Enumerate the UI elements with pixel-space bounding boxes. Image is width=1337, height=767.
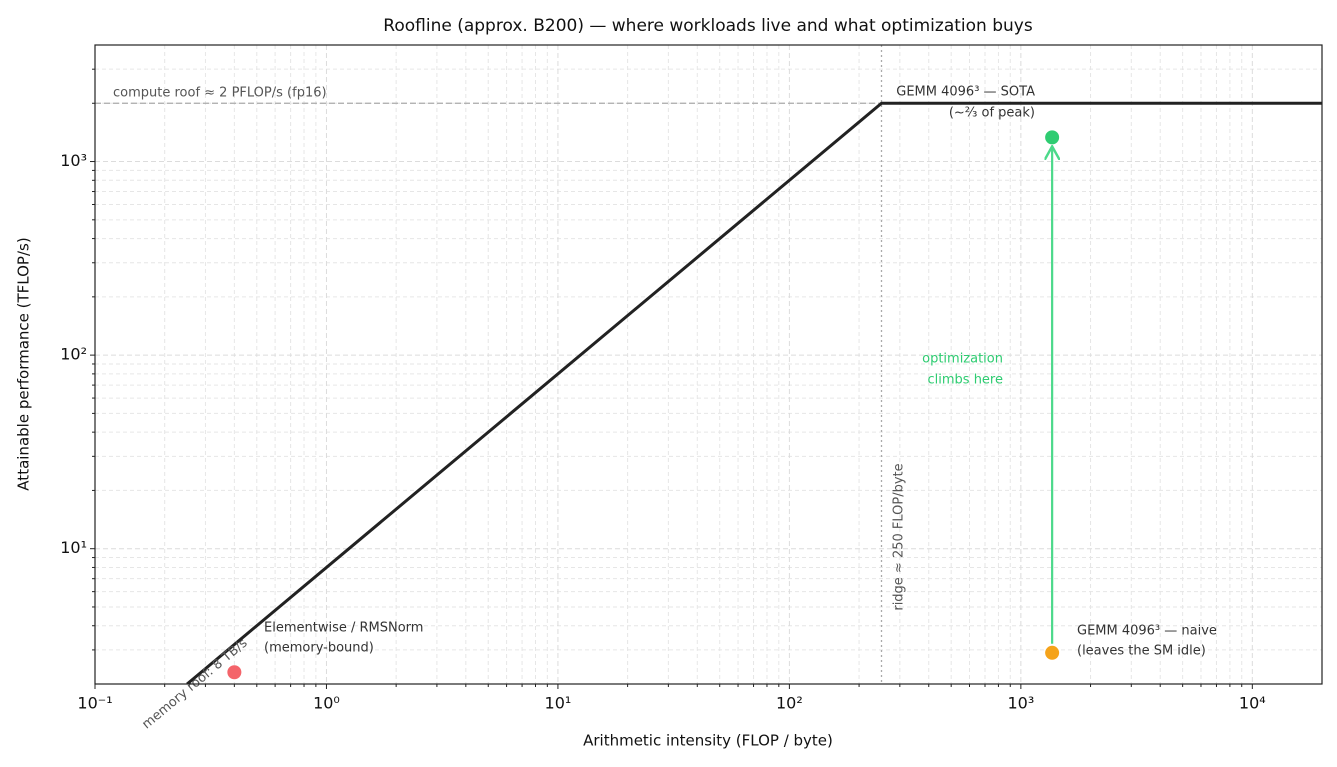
y-tick-label: 10² xyxy=(60,345,87,364)
arrow-label: climbs here xyxy=(928,373,1004,388)
y-tick-label: 10¹ xyxy=(60,538,87,557)
point-label: GEMM 4096³ — naive xyxy=(1077,624,1217,639)
workload-point xyxy=(1045,645,1060,660)
point-label: (~⅔ of peak) xyxy=(949,106,1035,121)
point-label: GEMM 4096³ — SOTA xyxy=(896,85,1035,100)
x-axis-label: Arithmetic intensity (FLOP / byte) xyxy=(583,732,833,750)
point-label: (leaves the SM idle) xyxy=(1077,644,1206,659)
x-tick-label: 10⁰ xyxy=(313,694,340,713)
x-tick-label: 10² xyxy=(776,694,803,713)
x-tick-label: 10¹ xyxy=(545,694,572,713)
x-tick-label: 10³ xyxy=(1007,694,1034,713)
point-label: Elementwise / RMSNorm xyxy=(264,621,423,636)
roofline xyxy=(186,101,1322,684)
x-tick-label: 10⁴ xyxy=(1239,694,1266,713)
compute-roof-label: compute roof ≈ 2 PFLOP/s (fp16) xyxy=(113,86,327,101)
ridge-label: ridge ≈ 250 FLOP/byte xyxy=(892,463,907,610)
workload-point xyxy=(227,665,242,680)
y-tick-label: 10³ xyxy=(60,151,87,170)
plot-frame xyxy=(94,44,1323,685)
y-axis-label: Attainable performance (TFLOP/s) xyxy=(15,237,33,490)
arrow-label: optimization xyxy=(922,352,1003,367)
chart-title: Roofline (approx. B200) — where workload… xyxy=(383,16,1033,36)
plot-area xyxy=(95,45,1322,684)
x-tick-label: 10⁻¹ xyxy=(77,694,112,713)
point-label: (memory-bound) xyxy=(264,641,374,656)
workload-point xyxy=(1045,130,1060,145)
